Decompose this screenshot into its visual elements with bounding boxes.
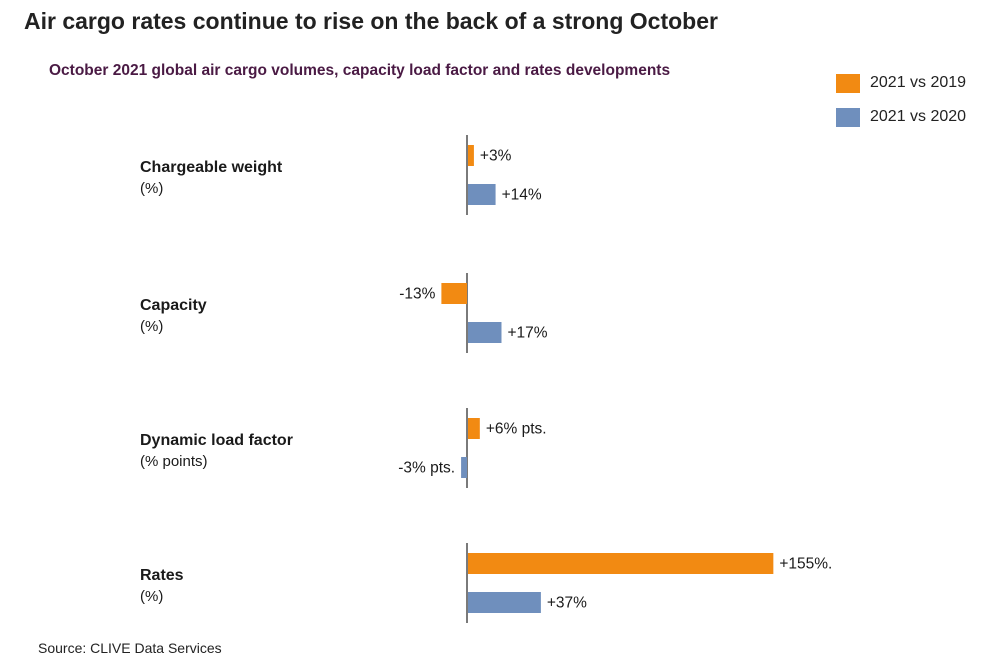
chart-subtitle: October 2021 global air cargo volumes, c… <box>49 62 671 79</box>
data-label-rates-series-1: +155%. <box>779 556 832 573</box>
data-label-chargeable-weight-series-2: +14% <box>502 187 542 204</box>
legend-swatch-2021-vs-2019 <box>836 73 860 93</box>
category-label-rates: Rates <box>140 567 184 584</box>
legend-item-2021-vs-2019: 2021 vs 2019 <box>836 72 966 94</box>
data-label-dynamic-load-factor-series-2: -3% pts. <box>398 460 455 477</box>
data-label-chargeable-weight-series-1: +3% <box>480 148 512 165</box>
bar-chargeable-weight-series-2 <box>468 184 496 205</box>
bar-capacity-series-1 <box>441 283 467 304</box>
category-label-capacity: Capacity <box>140 297 207 314</box>
source-note: Source: CLIVE Data Services <box>38 640 222 656</box>
category-unit-chargeable-weight: (%) <box>140 180 163 197</box>
category-label-chargeable-weight: Chargeable weight <box>140 159 283 176</box>
bar-rates-series-1 <box>468 553 774 574</box>
bar-chargeable-weight-series-1 <box>468 145 474 166</box>
category-label-dynamic-load-factor: Dynamic load factor <box>140 432 293 449</box>
legend-swatch-2021-vs-2020 <box>836 107 860 127</box>
category-unit-dynamic-load-factor: (% points) <box>140 453 208 470</box>
data-label-capacity-series-2: +17% <box>507 325 547 342</box>
data-label-dynamic-load-factor-series-1: +6% pts. <box>486 421 547 438</box>
category-unit-capacity: (%) <box>140 318 163 335</box>
category-unit-rates: (%) <box>140 588 163 605</box>
bar-capacity-series-2 <box>468 322 502 343</box>
chart-title: Air cargo rates continue to rise on the … <box>24 8 718 34</box>
chart-legend: 2021 vs 2019 2021 vs 2020 <box>836 72 966 140</box>
data-label-rates-series-2: +37% <box>547 595 587 612</box>
bar-dynamic-load-factor-series-1 <box>468 418 480 439</box>
legend-label-2021-vs-2019: 2021 vs 2019 <box>870 74 967 91</box>
legend-label-2021-vs-2020: 2021 vs 2020 <box>870 108 967 125</box>
data-label-capacity-series-1: -13% <box>399 286 435 303</box>
bar-dynamic-load-factor-series-2 <box>461 457 467 478</box>
bar-rates-series-2 <box>468 592 541 613</box>
legend-item-2021-vs-2020: 2021 vs 2020 <box>836 106 966 128</box>
